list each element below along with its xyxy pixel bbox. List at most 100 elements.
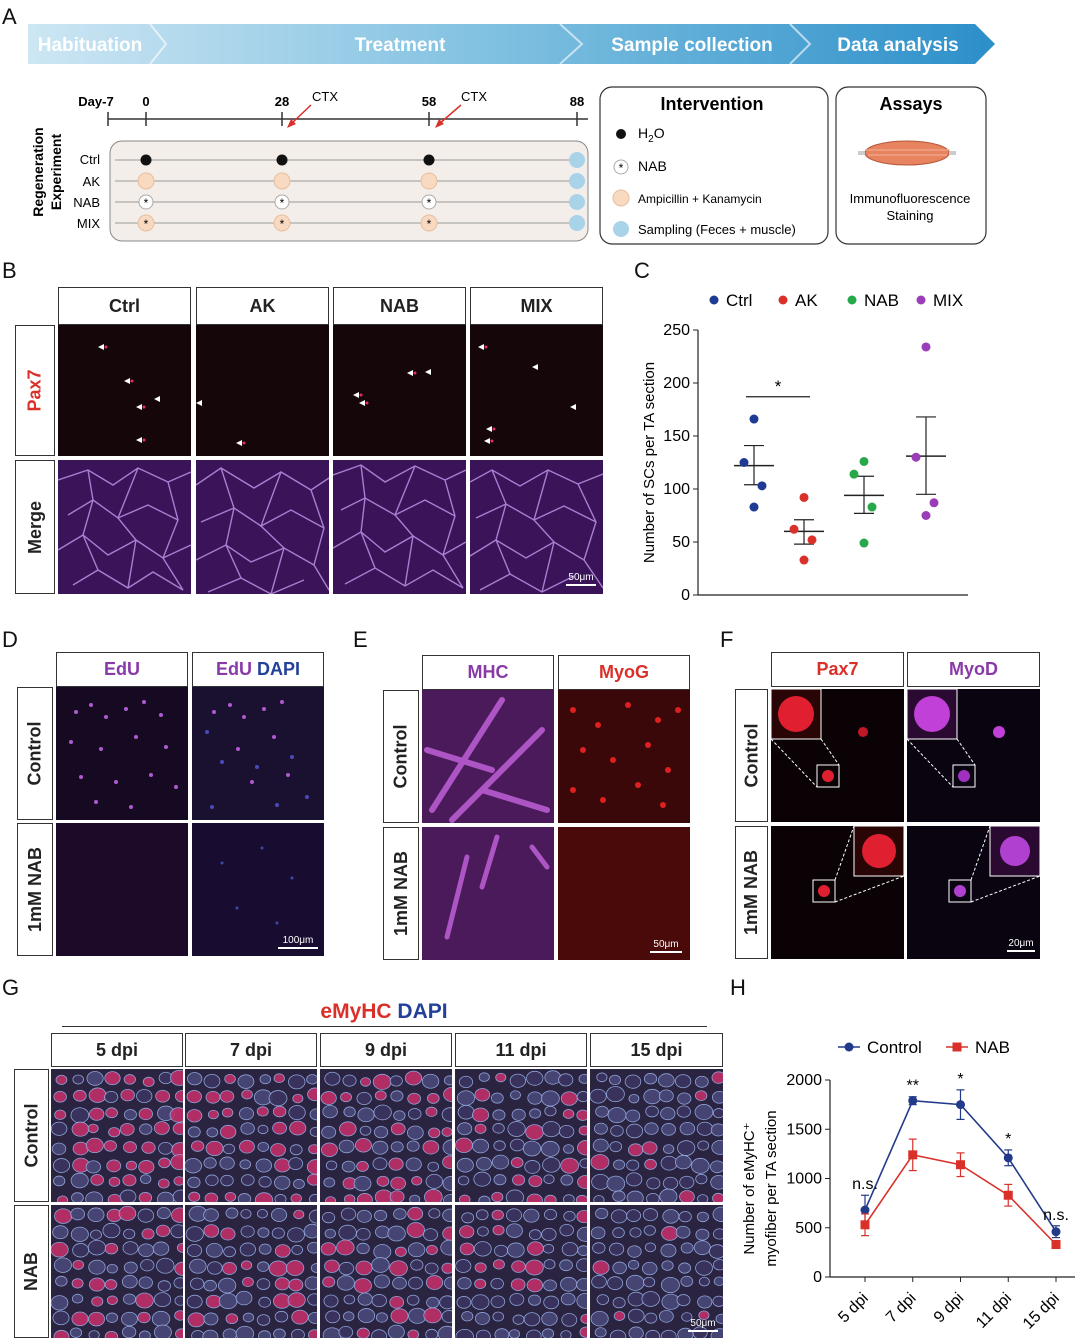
b-pax7-ak-image [196, 325, 329, 456]
b-merge-mix-image: 50μm [470, 460, 603, 594]
h-annotation: ** [907, 1078, 919, 1095]
c-legend-dot-MIX [916, 295, 926, 305]
group-mix: MIX [77, 216, 100, 231]
h-legend-marker-NAB [952, 1042, 962, 1052]
c-point-Ctrl [757, 481, 767, 491]
g-row-control: Control [14, 1069, 49, 1202]
h-annotation: * [957, 1071, 963, 1088]
c-point-NAB [859, 456, 869, 466]
assays-title: Assays [879, 94, 942, 114]
h-point-Control [908, 1096, 918, 1106]
c-point-Ctrl [749, 414, 759, 424]
stage-arrow-bar [28, 24, 995, 64]
panel-label-a: A [2, 4, 17, 29]
h-x-tick-label: 9 dpi [931, 1290, 968, 1327]
h-point-Control [956, 1100, 965, 1110]
g-col-11dpi: 11 dpi [455, 1033, 587, 1067]
f-scale-bar: 20μm [1007, 938, 1035, 952]
b-row-pax7: Pax7 [15, 325, 55, 456]
h-legend-marker-Control [844, 1042, 854, 1052]
c-point-MIX [929, 498, 939, 508]
d-control-merge-image [192, 687, 324, 820]
d-nab-merge-image: 100μm [192, 823, 324, 956]
day-label-minus7: Day-7 [78, 94, 113, 109]
c-point-Ctrl [749, 502, 759, 512]
g-image-control-1 [185, 1069, 317, 1202]
stage-sample-collection: Sample collection [611, 35, 773, 56]
panel-label-c: C [634, 258, 650, 283]
group-ak: AK [83, 174, 101, 189]
c-y-tick-label: 200 [663, 375, 690, 392]
c-y-tick-label: 100 [663, 481, 690, 498]
b-col-nab: NAB [333, 287, 466, 325]
g-row-nab: NAB [14, 1205, 49, 1338]
h-point-Control [1003, 1153, 1013, 1163]
d-col-edu: EdU [56, 652, 188, 687]
c-legend-dot-NAB [847, 295, 857, 305]
panel-label-b: B [2, 258, 17, 283]
stage-treatment: Treatment [355, 35, 446, 56]
g-image-control-3 [455, 1069, 587, 1202]
panel-label-g: G [2, 975, 20, 1000]
c-legend-dot-Ctrl [709, 295, 719, 305]
c-point-AK [799, 492, 809, 502]
f-row-control: Control [735, 689, 768, 822]
f-nab-pax7-image [771, 826, 904, 959]
d-row-nab: 1mM NAB [17, 823, 53, 956]
g-image-control-2 [320, 1069, 452, 1202]
b-scale-bar: 50μm [566, 572, 596, 586]
h-y-tick-label: 500 [795, 1220, 822, 1237]
h-y-tick-label: 2000 [786, 1072, 822, 1089]
day-label-58: 58 [422, 94, 436, 109]
c-point-AK [807, 535, 817, 545]
chart-h: 0 500 1000 1500 2000 5 dpi 7 dpi 9 dpi 11 dpi 15 … [741, 1038, 1075, 1333]
c-sig-star: * [775, 377, 782, 396]
b-col-ak: AK [196, 287, 329, 325]
g-image-nab-3 [455, 1205, 587, 1338]
g-col-9dpi: 9 dpi [320, 1033, 452, 1067]
c-y-tick-label: 250 [663, 322, 690, 339]
e-control-myog-image [558, 690, 690, 823]
group-nab: NAB [73, 195, 100, 210]
h-legend-label-NAB: NAB [975, 1038, 1010, 1057]
h-point-NAB [860, 1220, 870, 1230]
g-title: eMyHC DAPI [320, 1000, 448, 1023]
ctx-label-1: CTX [312, 89, 338, 104]
panel-label-h: H [730, 975, 746, 1000]
svg-text:*: * [144, 217, 149, 231]
day-label-28: 28 [275, 94, 289, 109]
day-label-0: 0 [142, 94, 149, 109]
c-legend-label-Ctrl: Ctrl [726, 291, 752, 310]
h-x-tick-label: 15 dpi [1020, 1290, 1063, 1333]
ctx-label-2: CTX [461, 89, 487, 104]
g-image-nab-0 [51, 1205, 183, 1338]
svg-text:*: * [427, 217, 432, 231]
panel-label-d: D [2, 627, 18, 652]
legend-h2o-sub: 2 [648, 134, 654, 145]
panel-label-e: E [353, 627, 368, 652]
h-y-tick-label: 1000 [786, 1171, 822, 1188]
h-x-tick-label: 5 dpi [835, 1290, 872, 1327]
c-point-NAB [849, 469, 859, 479]
g-scale-bar: 50μm [688, 1318, 718, 1332]
b-col-ctrl: Ctrl [58, 287, 191, 325]
e-nab-myog-image: 50μm [558, 827, 690, 960]
c-point-MIX [921, 342, 931, 352]
panel-a-figure: Habituation Treatment Sample collection … [28, 23, 995, 245]
c-point-AK [789, 524, 799, 534]
h-y-label-1: Number of eMyHC⁺ [741, 1122, 758, 1254]
c-point-MIX [921, 511, 931, 520]
svg-text:*: * [144, 196, 149, 210]
e-scale-bar: 50μm [650, 939, 682, 953]
assays-line1: Immunofluorescence [850, 191, 971, 206]
g-col-7dpi: 7 dpi [185, 1033, 317, 1067]
e-row-control: Control [383, 690, 419, 823]
e-col-myog: MyoG [558, 655, 690, 690]
h-point-Control [1051, 1227, 1061, 1237]
e-col-mhc: MHC [422, 655, 554, 690]
day-label-88: 88 [570, 94, 584, 109]
c-legend-label-NAB: NAB [864, 291, 899, 310]
e-row-nab: 1mM NAB [383, 827, 419, 960]
h-y-label-2: myofiber per TA section [763, 1110, 780, 1266]
c-y-tick-label: 50 [672, 534, 690, 551]
